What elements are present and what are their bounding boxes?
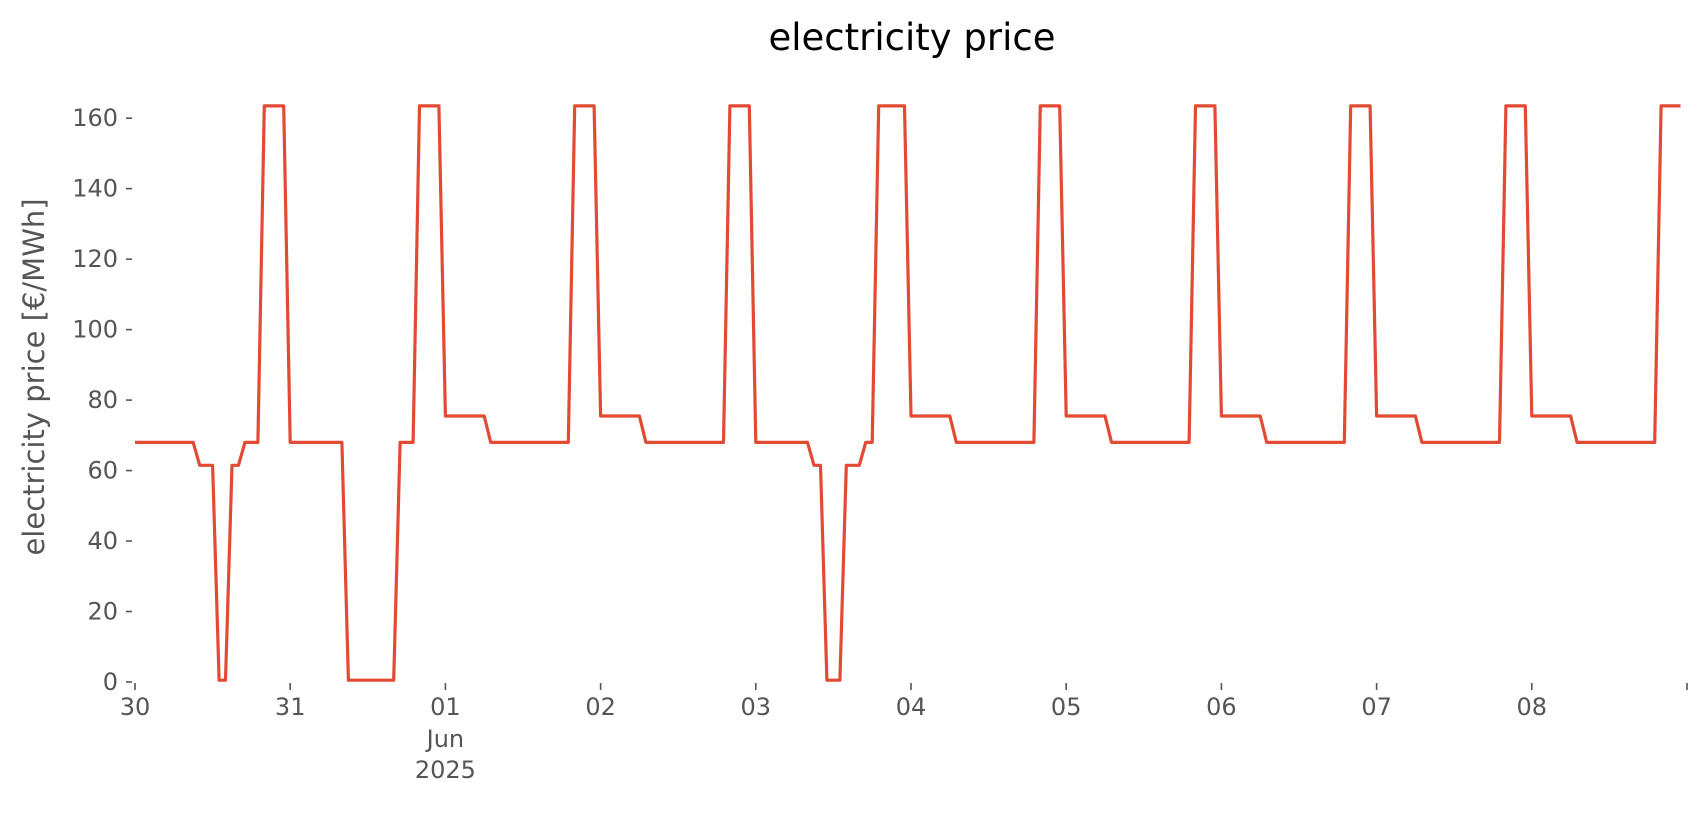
x-tick-label: 04 [896,693,927,721]
y-tick-label: 100 [72,316,118,344]
x-tick-label: 05 [1051,693,1082,721]
chart-title: electricity price [768,16,1055,59]
x-tick-label: 31 [275,693,306,721]
y-tick-label: 60 [87,457,118,485]
x-tick-label: 03 [741,693,772,721]
x-tick-label: 06 [1206,693,1237,721]
y-tick-label: 120 [72,245,118,273]
y-axis: 0 20 40 60 80 100 120 140 160 [72,104,132,696]
y-tick-label: 140 [72,175,118,203]
y-tick-label: 20 [87,598,118,626]
price-series-line [135,104,1681,682]
x-tick-label: 07 [1361,693,1392,721]
x-axis: 30 31 01 Jun 2025 02 03 04 05 06 07 08 [120,683,1688,784]
x-tick-label: 01 [430,693,461,721]
y-tick-label: 40 [87,527,118,555]
y-tick-label: 80 [87,386,118,414]
series-layer [135,104,1681,682]
x-tick-label: 02 [585,693,616,721]
x-tick-sublabel: Jun [425,725,465,753]
y-axis-label: electricity price [€/MWh] [17,198,51,555]
x-tick-label: 30 [120,693,151,721]
y-tick-label: 160 [72,104,118,132]
x-tick-sublabel: 2025 [415,756,476,784]
y-tick-label: 0 [103,668,118,696]
x-tick-label: 08 [1517,693,1548,721]
